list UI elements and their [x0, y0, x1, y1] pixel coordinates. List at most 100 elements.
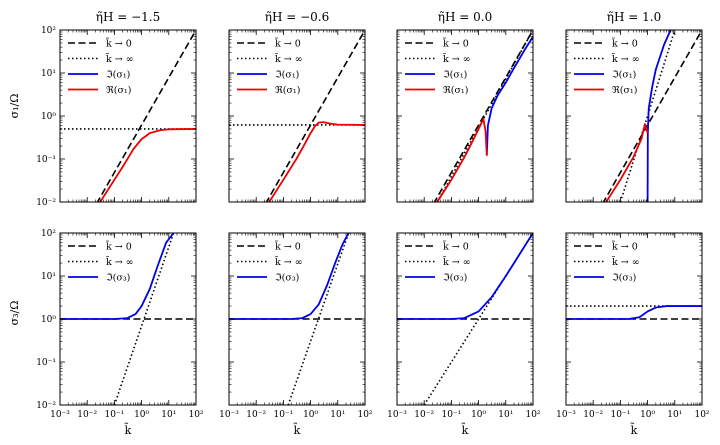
x-tick-label: 10² — [357, 410, 372, 420]
x-tick-label: 10⁻¹ — [441, 410, 461, 420]
panel-r1-c2-series — [229, 30, 365, 202]
legend: k̃ → 0 k̃ → ∞ ℑ(σ₁) ℜ(σ₁) — [68, 36, 134, 96]
x-tick-label: 10⁻¹ — [104, 410, 124, 420]
panel-r2-c1-series — [60, 233, 196, 405]
panel-r1-c1-series — [60, 30, 196, 202]
x-tick-label: 10⁻² — [246, 410, 266, 420]
legend: k̃ → 0 k̃ → ∞ ℑ(σ₁) ℜ(σ₁) — [574, 36, 640, 96]
panel-r1-c1: 10⁻² 10⁻¹ 10⁰ 10¹ 10² η̃H = −1.5 k̃ → 0 k̃ → ∞ ℑ… — [36, 10, 197, 208]
panel-title: η̃H = −1.5 — [96, 10, 160, 24]
legend-label: k̃ → 0 — [443, 36, 469, 49]
legend: k̃ → 0 k̃ → ∞ ℑ(σ₁) ℜ(σ₁) — [237, 36, 303, 96]
x-tick-label: 10⁰ — [134, 410, 149, 420]
legend: k̃ → 0 k̃ → ∞ ℑ(σ₃) — [237, 239, 303, 284]
x-axis-label: k̃ — [630, 423, 637, 437]
series-line-imag — [566, 305, 702, 320]
panel-r1-c3-series — [433, 30, 533, 202]
y-tick-label: 10¹ — [41, 272, 56, 282]
legend-label: ℑ(σ₃) — [275, 273, 299, 284]
x-tick-label: 10⁻² — [414, 410, 434, 420]
y-tick-label: 10⁻² — [36, 198, 56, 208]
x-tick-label: 10⁻³ — [387, 410, 407, 420]
legend: k̃ → 0 k̃ → ∞ ℑ(σ₃) — [405, 239, 471, 284]
series-line-dashed — [433, 30, 533, 202]
series-line-real — [436, 118, 488, 202]
series-line-imag — [60, 233, 175, 320]
x-tick-label: 10⁰ — [640, 410, 655, 420]
legend-label: ℑ(σ₃) — [612, 273, 636, 284]
series-line-imag — [229, 233, 350, 320]
panel-r1-c4-series — [602, 30, 702, 202]
panel-title: η̃H = 0.0 — [438, 10, 492, 24]
legend-label: k̃ → 0 — [275, 36, 301, 49]
panel-r2-c4-series — [566, 305, 702, 320]
y-tick-label: 10¹ — [41, 69, 56, 79]
legend-label: k̃ → ∞ — [275, 255, 303, 268]
legend-label: k̃ → ∞ — [106, 255, 134, 268]
row-2-ylabel: σ₃/Ω — [8, 301, 21, 326]
panel-r2-c3-series — [397, 233, 533, 405]
series-line-imag — [485, 36, 533, 156]
series-line-real — [605, 123, 649, 202]
x-tick-label: 10⁻¹ — [610, 410, 630, 420]
row-1-ylabel: σ₁/Ω — [8, 94, 21, 119]
x-axis-label: k̃ — [461, 423, 468, 437]
y-tick-label: 10⁻¹ — [36, 358, 56, 368]
legend-label: k̃ → ∞ — [106, 52, 134, 65]
panel-r1-c2: η̃H = −0.6 k̃ → 0 k̃ → ∞ ℑ(σ₁) ℜ(σ₁) — [228, 10, 366, 203]
x-tick-label: 10⁰ — [303, 410, 318, 420]
legend-label: k̃ → ∞ — [612, 52, 640, 65]
x-tick-label: 10² — [694, 410, 709, 420]
x-tick-label: 10⁻³ — [556, 410, 576, 420]
panel-r2-c3: 10⁻³ 10⁻² 10⁻¹ 10⁰ 10¹ 10² k̃ k̃ → 0 k̃ → ∞ ℑ(σ₃) — [387, 232, 541, 437]
legend: k̃ → 0 k̃ → ∞ ℑ(σ₃) — [68, 239, 134, 284]
x-tick-label: 10¹ — [667, 410, 682, 420]
panel-r2-c4: 10⁻³ 10⁻² 10⁻¹ 10⁰ 10¹ 10² k̃ k̃ → 0 k̃ → ∞ ℑ(σ₃) — [556, 232, 710, 437]
legend-label: ℜ(σ₁) — [275, 85, 300, 96]
y-tick-label: 10⁻² — [36, 401, 56, 411]
legend-label: k̃ → ∞ — [612, 255, 640, 268]
series-line-dashed — [602, 30, 702, 202]
subplot-grid: 10⁻² 10⁻¹ 10⁰ 10¹ 10² η̃H = −1.5 k̃ → 0 k̃ → ∞ ℑ… — [36, 10, 710, 437]
panel-title: η̃H = 1.0 — [607, 10, 661, 24]
x-tick-label: 10¹ — [161, 410, 176, 420]
legend-label: ℑ(σ₁) — [612, 70, 636, 81]
legend-label: k̃ → 0 — [612, 239, 638, 252]
legend-label: k̃ → 0 — [612, 36, 638, 49]
legend-label: ℑ(σ₁) — [106, 70, 130, 81]
legend-label: k̃ → 0 — [106, 239, 132, 252]
legend: k̃ → 0 k̃ → ∞ ℑ(σ₃) — [574, 239, 640, 284]
x-tick-label: 10² — [525, 410, 540, 420]
y-tick-label: 10² — [41, 26, 56, 36]
legend-label: k̃ → ∞ — [443, 52, 471, 65]
panel-title: η̃H = −0.6 — [265, 10, 329, 24]
legend-label: ℜ(σ₁) — [443, 85, 468, 96]
series-line-real — [99, 128, 196, 202]
x-tick-label: 10² — [188, 410, 203, 420]
legend-label: ℑ(σ₃) — [106, 273, 130, 284]
y-tick-label: 10⁰ — [41, 112, 56, 122]
x-tick-label: 10⁰ — [471, 410, 486, 420]
legend-label: ℑ(σ₃) — [443, 273, 467, 284]
legend-label: ℜ(σ₁) — [612, 85, 637, 96]
legend-label: k̃ → ∞ — [443, 255, 471, 268]
legend-label: k̃ → 0 — [275, 239, 301, 252]
x-tick-label: 10⁻³ — [219, 410, 239, 420]
series-line-imag — [646, 30, 672, 202]
series-line-imag — [397, 233, 533, 320]
panel-r2-c2-series — [229, 233, 365, 405]
legend-label: ℜ(σ₁) — [106, 85, 131, 96]
x-tick-label: 10⁻³ — [50, 410, 70, 420]
x-axis-label: k̃ — [293, 423, 300, 437]
x-tick-label: 10¹ — [498, 410, 513, 420]
x-tick-label: 10⁻² — [583, 410, 603, 420]
panel-r1-c3: η̃H = 0.0 k̃ → 0 k̃ → ∞ ℑ(σ₁) ℜ(σ₁) — [396, 10, 534, 203]
legend-label: k̃ → 0 — [443, 239, 469, 252]
legend-label: ℑ(σ₁) — [443, 70, 467, 81]
y-tick-label: 10² — [41, 229, 56, 239]
panel-r2-c2: 10⁻³ 10⁻² 10⁻¹ 10⁰ 10¹ 10² k̃ k̃ → 0 k̃ → ∞ ℑ(σ₃) — [219, 232, 373, 437]
x-tick-label: 10⁻¹ — [273, 410, 293, 420]
y-tick-label: 10⁰ — [41, 315, 56, 325]
